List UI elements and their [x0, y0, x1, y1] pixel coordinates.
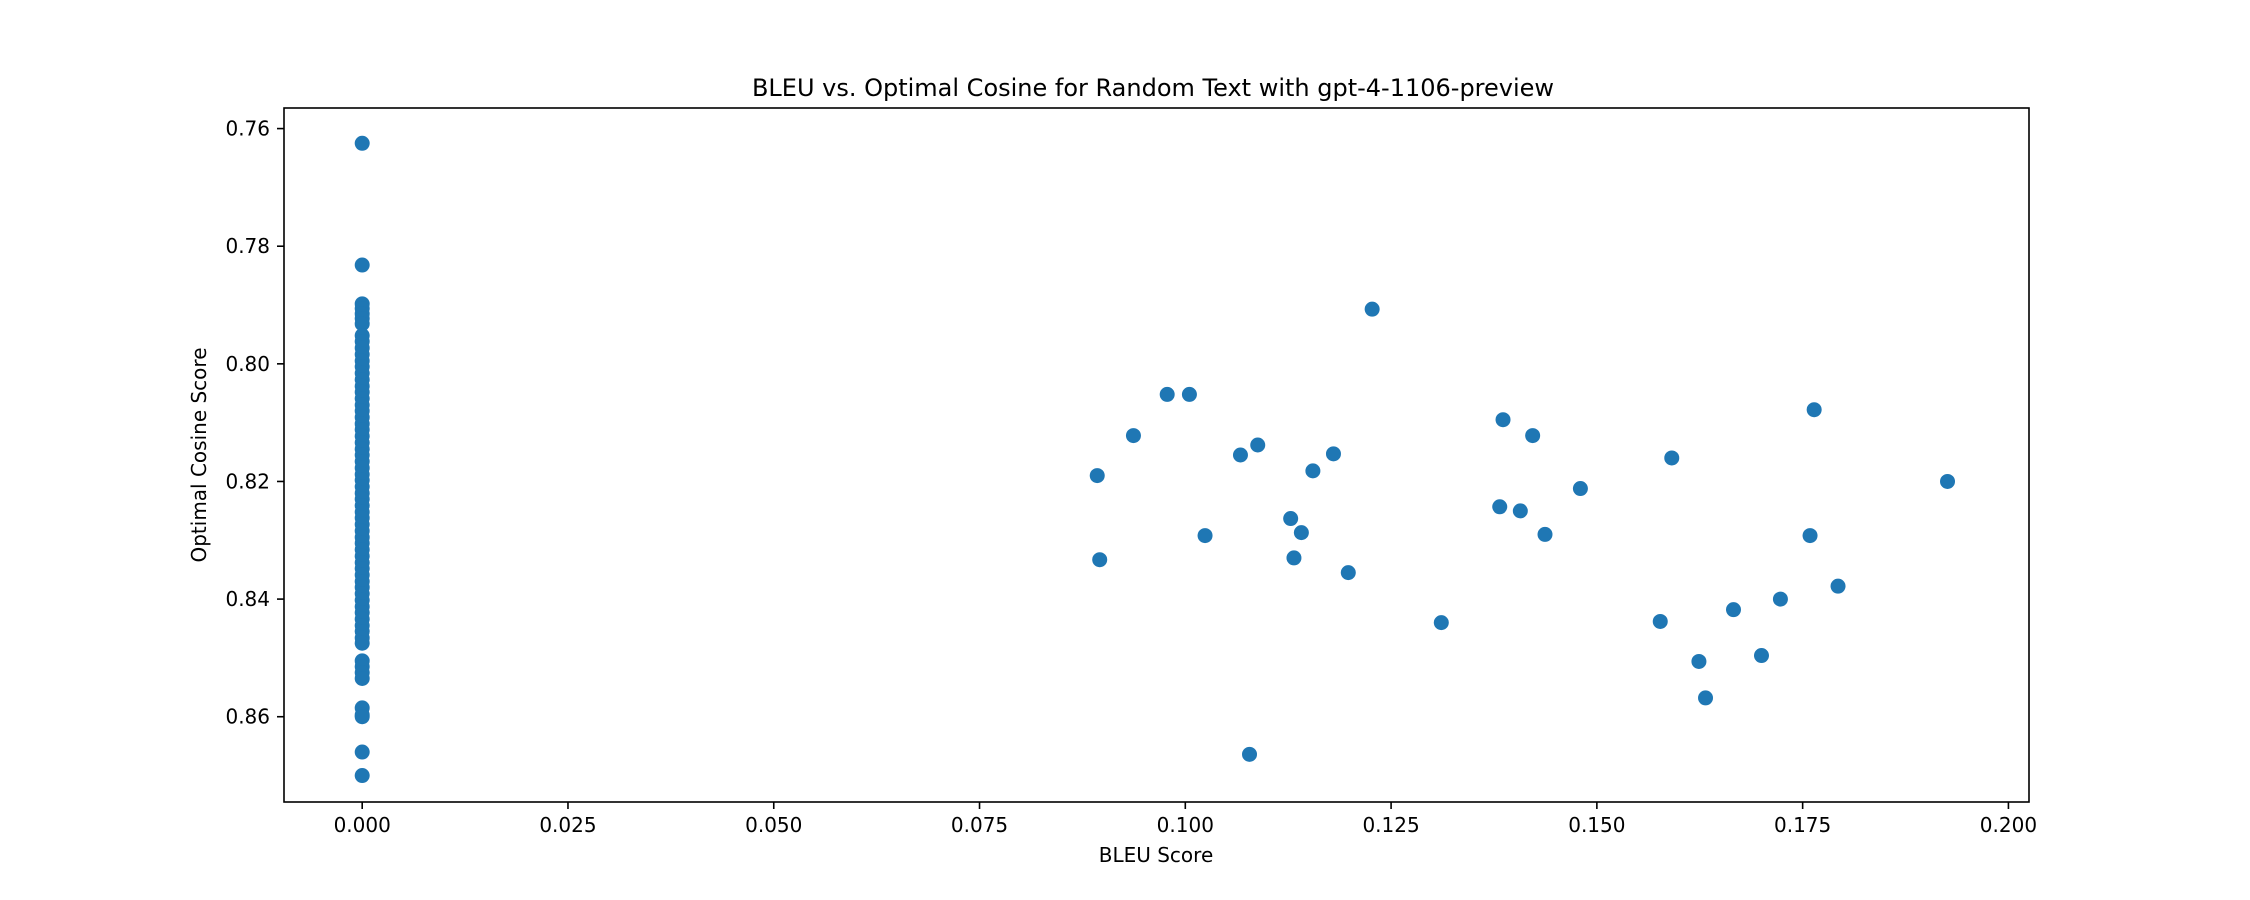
data-point: [1092, 552, 1108, 568]
data-point: [1242, 746, 1258, 762]
y-tick-label: 0.76: [225, 117, 270, 141]
data-point: [354, 635, 370, 651]
y-axis-title: Optimal Cosine Score: [187, 347, 211, 562]
y-tick-label: 0.86: [225, 705, 270, 729]
x-tick-label: 0.050: [745, 813, 802, 837]
data-point: [1305, 463, 1321, 479]
x-tick-label: 0.125: [1362, 813, 1419, 837]
data-point: [354, 257, 370, 273]
x-axis-title: BLEU Score: [1099, 843, 1214, 867]
chart-title: BLEU vs. Optimal Cosine for Random Text …: [752, 74, 1554, 102]
data-point: [1726, 602, 1741, 618]
data-point: [1283, 511, 1299, 527]
data-point: [1525, 428, 1541, 444]
data-point: [1537, 526, 1553, 542]
data-point: [1572, 481, 1588, 497]
data-point: [1293, 525, 1309, 541]
data-point: [1433, 615, 1449, 631]
x-tick-label: 0.000: [334, 813, 391, 837]
data-point: [1495, 412, 1511, 428]
data-point: [1286, 550, 1302, 566]
data-point: [1364, 301, 1380, 317]
data-point: [1772, 591, 1788, 607]
data-point: [1753, 648, 1769, 664]
data-point: [1512, 503, 1528, 519]
data-point: [354, 316, 370, 332]
data-point: [354, 670, 370, 686]
data-point: [1698, 690, 1714, 706]
data-point: [1325, 446, 1341, 462]
points-layer: [354, 135, 1956, 784]
data-point: [1691, 653, 1707, 669]
data-point: [1340, 565, 1356, 581]
y-tick-label: 0.82: [225, 469, 270, 493]
data-point: [1159, 386, 1175, 402]
plot-frame: [283, 107, 2030, 803]
data-point: [1940, 473, 1956, 489]
x-tick-label: 0.150: [1568, 813, 1625, 837]
y-tick-label: 0.84: [225, 587, 270, 611]
x-tick-label: 0.200: [1980, 813, 2037, 837]
data-point: [1802, 528, 1818, 544]
data-point: [1652, 613, 1668, 629]
x-tick-label: 0.075: [951, 813, 1008, 837]
data-point: [1232, 447, 1248, 463]
data-point: [1197, 528, 1213, 544]
data-point: [1806, 402, 1822, 418]
data-point: [1125, 428, 1141, 444]
data-point: [354, 768, 370, 784]
data-point: [354, 744, 370, 760]
data-point: [354, 709, 370, 725]
data-point: [1250, 437, 1266, 453]
data-point: [1830, 578, 1846, 594]
data-point: [1664, 450, 1680, 466]
x-tick-label: 0.100: [1157, 813, 1214, 837]
data-point: [354, 135, 370, 151]
data-point: [1492, 499, 1508, 515]
x-tick-label: 0.175: [1774, 813, 1831, 837]
y-tick-label: 0.80: [225, 352, 270, 376]
x-axis: 0.000 0.025 0.050 0.075 0.100 0.125 0.150 0.175…: [334, 802, 2037, 837]
y-axis: 0.76 0.78 0.80 0.82 0.84 0.86: [225, 117, 284, 729]
data-point: [1089, 468, 1105, 484]
x-tick-label: 0.025: [539, 813, 596, 837]
y-tick-label: 0.78: [225, 234, 270, 258]
data-point: [1181, 386, 1197, 402]
